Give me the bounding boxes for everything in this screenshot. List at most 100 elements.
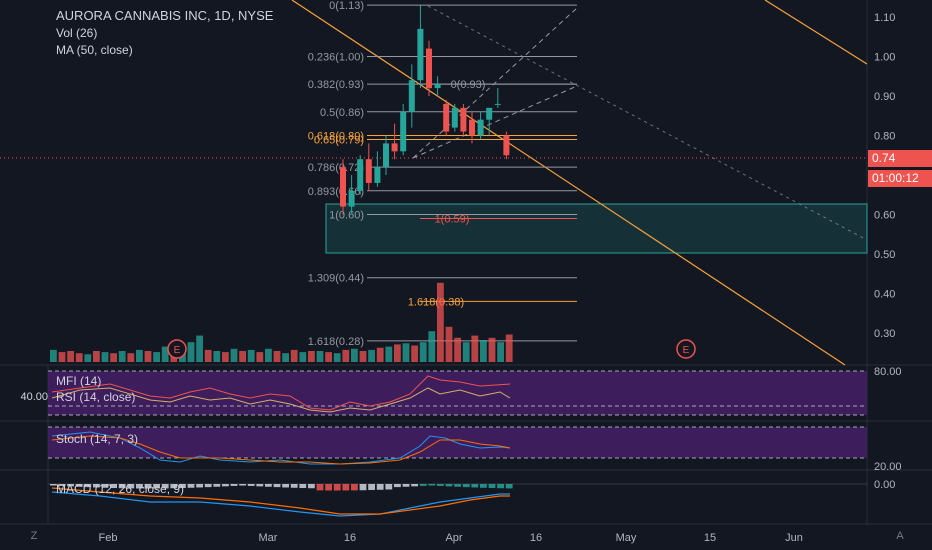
volume-bar xyxy=(290,349,298,362)
macd-histogram-bar xyxy=(153,484,160,489)
macd-histogram-bar xyxy=(170,484,178,489)
candle-body xyxy=(348,190,355,207)
price-axis[interactable]: 1.101.000.900.800.700.600.500.400.30 xyxy=(874,12,895,340)
volume-bar xyxy=(204,349,212,362)
volume-bar xyxy=(50,349,57,362)
fib-retracement[interactable]: 0(1.13) 0.236(1.00) 0.382(0.93) 0.5(0.86) 0.… xyxy=(308,0,577,348)
macd-histogram-bar xyxy=(419,484,427,486)
volume-bar xyxy=(153,352,160,362)
mfi-axis-top-label: 80.00 xyxy=(874,366,902,378)
macd-histogram-bar xyxy=(161,484,169,489)
fib-level-label: 0.236(1.00) xyxy=(308,52,364,64)
volume-bar xyxy=(394,344,401,362)
macd-histogram-bar xyxy=(127,484,135,489)
earnings-marker-2[interactable]: E xyxy=(676,339,696,359)
macd-line xyxy=(51,491,510,517)
macd-histogram-bar xyxy=(67,484,74,487)
volume-bar xyxy=(351,348,358,362)
macd-histogram-bar xyxy=(290,484,298,488)
volume-bar xyxy=(187,342,195,362)
price-tick-label: 0.40 xyxy=(874,289,895,301)
candle-body xyxy=(503,135,510,156)
volume-bar xyxy=(67,351,74,362)
volume-bar xyxy=(196,335,203,362)
macd-histogram-bar xyxy=(308,484,315,489)
time-tick-label: Feb xyxy=(99,532,118,544)
candle-body xyxy=(391,143,398,152)
rsi-band xyxy=(48,371,867,415)
fib-level-label: 0.65(0.79) xyxy=(314,134,364,146)
volume-bar xyxy=(93,351,100,362)
candle-body xyxy=(460,107,467,132)
volume-bar xyxy=(385,346,393,362)
zoom-icon[interactable]: Z xyxy=(30,530,38,542)
macd-histogram-bar xyxy=(110,484,117,489)
time-tick-label: Mar xyxy=(259,532,278,544)
macd-histogram-bar xyxy=(351,484,358,491)
target-zone[interactable] xyxy=(325,203,868,254)
macd-histogram-bar xyxy=(488,484,496,489)
time-axis[interactable]: Feb Mar 16 Apr 16 May 15 Jun xyxy=(99,532,803,544)
macd-histogram-bar xyxy=(428,484,436,486)
candle-body xyxy=(451,107,458,128)
volume-bar xyxy=(333,353,341,362)
fib-level-label: 0.786(0.72) xyxy=(308,162,364,174)
macd-histogram-bar xyxy=(325,484,332,491)
volume-bar xyxy=(75,353,83,362)
volume-bar xyxy=(273,351,281,362)
mfi-line xyxy=(51,375,511,411)
macd-histogram-bar xyxy=(480,484,487,488)
macd-histogram-bar xyxy=(359,484,367,491)
fib-level-label: 1(0.60) xyxy=(329,210,364,222)
trendline-upper[interactable] xyxy=(764,0,868,65)
projection-line-1[interactable] xyxy=(412,7,578,159)
trendline-main[interactable] xyxy=(291,0,846,366)
candle-body xyxy=(374,167,381,183)
projection-line-3[interactable] xyxy=(427,5,868,241)
price-tick-label: 0.90 xyxy=(874,91,895,103)
price-tick-label: 0.50 xyxy=(874,249,895,261)
projection-line-2[interactable] xyxy=(412,85,578,159)
volume-bar xyxy=(316,351,324,362)
macd-histogram-bar xyxy=(394,484,401,488)
time-tick-label: 16 xyxy=(344,532,356,544)
candle-body xyxy=(434,84,441,89)
macd-histogram-bar xyxy=(385,484,393,490)
macd-histogram-bar xyxy=(376,484,384,490)
macd-histogram-bar xyxy=(58,484,66,486)
macd-histogram-bar xyxy=(222,484,229,487)
price-tick-label: 0.60 xyxy=(874,210,895,222)
fib-extension-label: 0(0.93) xyxy=(451,79,486,91)
price-tick-label: 1.10 xyxy=(874,12,895,24)
volume-bar xyxy=(402,343,410,362)
volume-bar xyxy=(308,351,315,362)
volume-bar xyxy=(497,342,504,362)
stoch-k-line xyxy=(51,431,511,465)
candle-body xyxy=(383,143,389,168)
macd-histogram-bar xyxy=(256,484,264,487)
auto-scale-icon[interactable]: A xyxy=(896,530,904,542)
chart-title: AURORA CANNABIS INC, 1D, NYSE xyxy=(56,8,274,23)
volume-bar xyxy=(342,349,350,362)
volume-bar xyxy=(445,326,453,362)
volume-bar xyxy=(359,351,367,362)
macd-histogram-bar xyxy=(179,484,186,489)
macd-histogram-bar xyxy=(144,484,152,489)
macd-histogram-bar xyxy=(411,484,418,487)
price-tick-label: 1.00 xyxy=(874,52,895,64)
rsi-line xyxy=(51,387,511,413)
volume-bar xyxy=(299,352,307,362)
fib-level-label: 0.618(0.80) xyxy=(308,131,364,143)
earnings-marker-1[interactable]: E xyxy=(167,339,187,359)
candle-body xyxy=(494,103,501,105)
macd-histogram-bar xyxy=(273,484,281,488)
stoch-d-line xyxy=(51,435,511,465)
volume-bar xyxy=(110,353,117,362)
volume-bar xyxy=(58,352,66,362)
volume-bar xyxy=(161,346,169,362)
macd-histogram-bar xyxy=(230,484,238,486)
macd-histogram-bar xyxy=(454,484,461,487)
last-price-tag: 0.74 xyxy=(868,150,932,167)
volume-bar xyxy=(376,347,384,362)
